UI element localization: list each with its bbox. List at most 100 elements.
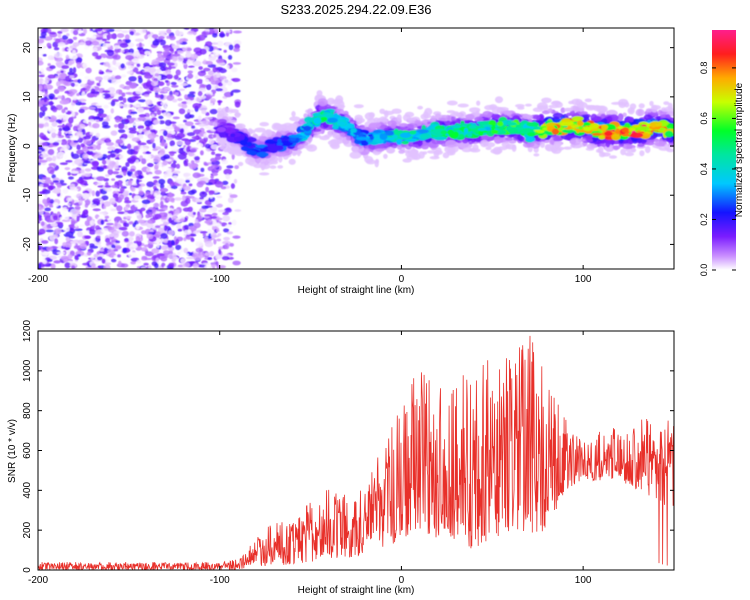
noise-blob bbox=[205, 112, 210, 116]
noise-blob bbox=[50, 263, 56, 269]
noise-blob bbox=[98, 71, 105, 75]
signal-halo bbox=[605, 139, 611, 148]
noise-blob bbox=[130, 111, 138, 115]
noise-blob bbox=[99, 248, 105, 252]
signal-halo bbox=[635, 108, 645, 117]
noise-blob bbox=[198, 264, 206, 268]
signal-halo bbox=[276, 125, 283, 132]
noise-blob bbox=[166, 94, 175, 101]
noise-blob bbox=[93, 253, 99, 258]
signal-halo bbox=[584, 135, 595, 140]
noise-blob bbox=[153, 119, 161, 125]
noise-blob bbox=[172, 55, 178, 62]
noise-blob bbox=[76, 62, 82, 69]
signal-halo bbox=[553, 137, 562, 142]
signal-halo bbox=[296, 148, 301, 157]
noise-blob bbox=[162, 160, 168, 166]
noise-blob bbox=[163, 154, 170, 160]
noise-blob bbox=[96, 256, 103, 261]
noise-blob bbox=[42, 177, 51, 180]
noise-blob bbox=[210, 144, 219, 150]
noise-blob bbox=[110, 108, 115, 114]
signal-halo bbox=[277, 165, 284, 169]
noise-blob bbox=[111, 178, 116, 181]
signal-halo bbox=[485, 146, 492, 150]
signal-halo bbox=[349, 151, 362, 159]
noise-blob bbox=[180, 83, 188, 86]
noise-blob bbox=[81, 192, 90, 200]
signal-halo bbox=[403, 149, 410, 154]
noise-blob bbox=[77, 133, 82, 137]
noise-blob bbox=[206, 84, 212, 91]
noise-blob bbox=[217, 100, 223, 103]
noise-blob bbox=[156, 68, 162, 73]
signal-halo bbox=[446, 110, 456, 114]
signal-core bbox=[582, 122, 591, 126]
noise-blob bbox=[40, 31, 47, 37]
noise-blob bbox=[120, 74, 127, 78]
noise-blob bbox=[76, 193, 83, 199]
signal-core bbox=[230, 133, 236, 137]
noise-blob bbox=[183, 262, 190, 268]
noise-blob bbox=[231, 67, 238, 73]
noise-blob bbox=[127, 179, 133, 186]
noise-blob bbox=[137, 125, 145, 130]
noise-blob bbox=[141, 158, 147, 165]
noise-blob bbox=[144, 71, 150, 77]
noise-blob bbox=[197, 90, 203, 97]
noise-blob bbox=[226, 74, 233, 79]
noise-blob bbox=[181, 104, 188, 109]
noise-blob bbox=[110, 130, 118, 136]
noise-blob bbox=[98, 245, 102, 249]
noise-blob bbox=[222, 180, 229, 186]
noise-blob bbox=[156, 253, 165, 257]
noise-blob bbox=[105, 174, 110, 177]
noise-blob bbox=[171, 43, 176, 48]
signal-halo bbox=[526, 142, 535, 148]
noise-blob bbox=[110, 208, 117, 212]
noise-blob bbox=[82, 210, 86, 217]
noise-blob bbox=[223, 236, 231, 241]
noise-blob bbox=[214, 178, 219, 182]
signal-halo bbox=[391, 108, 402, 114]
noise-blob bbox=[95, 132, 101, 138]
noise-blob bbox=[106, 55, 115, 59]
signal-halo bbox=[554, 101, 563, 108]
noise-blob bbox=[229, 194, 238, 199]
signal-core bbox=[239, 139, 248, 146]
noise-blob bbox=[89, 131, 94, 135]
noise-blob bbox=[115, 116, 121, 123]
noise-blob bbox=[176, 132, 186, 139]
noise-blob bbox=[204, 214, 213, 217]
signal-halo bbox=[474, 116, 484, 123]
noise-blob bbox=[215, 261, 219, 266]
noise-blob bbox=[64, 59, 69, 65]
noise-blob bbox=[79, 102, 87, 106]
noise-blob bbox=[62, 114, 69, 120]
noise-blob bbox=[171, 130, 176, 135]
signal-halo bbox=[221, 107, 230, 114]
signal-halo bbox=[563, 107, 574, 112]
signal-halo bbox=[568, 100, 574, 105]
noise-blob bbox=[84, 172, 92, 177]
noise-blob bbox=[38, 244, 41, 251]
noise-blob bbox=[86, 251, 92, 256]
noise-blob bbox=[120, 63, 125, 69]
noise-blob bbox=[113, 248, 119, 252]
noise-blob bbox=[100, 219, 105, 225]
noise-blob bbox=[67, 71, 75, 76]
noise-blob bbox=[215, 217, 223, 221]
noise-blob bbox=[184, 139, 191, 146]
noise-blob bbox=[177, 264, 183, 268]
signal-core bbox=[265, 140, 279, 144]
noise-blob bbox=[52, 155, 57, 162]
noise-blob bbox=[169, 47, 174, 52]
noise-blob bbox=[67, 254, 73, 259]
noise-blob bbox=[158, 227, 164, 233]
signal-halo bbox=[537, 105, 546, 109]
noise-blob bbox=[57, 95, 63, 99]
noise-blob bbox=[61, 65, 70, 70]
noise-blob bbox=[186, 146, 190, 153]
noise-blob bbox=[164, 119, 172, 127]
noise-blob bbox=[154, 94, 162, 98]
